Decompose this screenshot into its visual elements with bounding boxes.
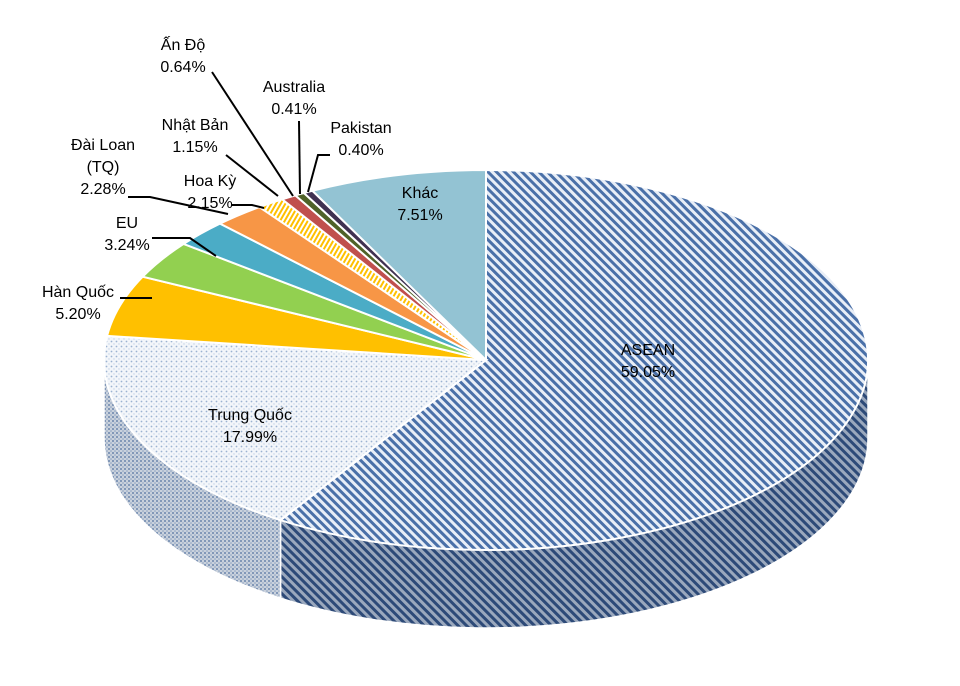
slice-label-eu: EU 3.24% xyxy=(104,215,149,254)
slice-label-pakistan: Pakistan 0.40% xyxy=(330,120,391,159)
slice-label-value: 0.41% xyxy=(271,101,316,118)
slice-label-value: 2.28% xyxy=(80,181,125,198)
leader-lines xyxy=(120,71,330,299)
pie-tops xyxy=(103,168,869,551)
leader-line-dai-loan-tq xyxy=(128,196,229,215)
slice-label-name: ASEAN xyxy=(621,342,675,359)
slice-label-name: Khác xyxy=(402,185,438,202)
slice-label-name: Hoa Kỳ xyxy=(184,173,236,190)
slice-label-name: Trung Quốc xyxy=(208,407,292,424)
slice-label-asean: ASEAN 59.05% xyxy=(621,342,675,381)
slice-label-value: 5.20% xyxy=(55,306,100,323)
slice-label-value: 7.51% xyxy=(397,207,442,224)
slice-label-value: 0.64% xyxy=(160,59,205,76)
pie-slice-trung-quoc xyxy=(103,334,489,522)
slice-label-an-do: Ấn Độ 0.64% xyxy=(160,35,205,76)
slice-label-name: Nhật Bản xyxy=(162,117,229,134)
slice-label-name: Hàn Quốc xyxy=(42,284,114,301)
slice-label-name: Australia xyxy=(263,79,325,96)
leader-line-nhat-ban xyxy=(225,154,279,197)
leader-line-pakistan xyxy=(307,154,330,193)
slice-label-australia: Australia 0.41% xyxy=(263,79,325,118)
slice-label-dai-loan-tq: Đài Loan (TQ) 2.28% xyxy=(71,137,135,198)
slice-label-name-line2: (TQ) xyxy=(87,159,120,176)
slice-label-value: 3.24% xyxy=(104,237,149,254)
leader-line-eu xyxy=(152,237,217,257)
slice-label-han-quoc: Hàn Quốc 5.20% xyxy=(42,284,114,323)
leader-line-australia xyxy=(298,120,301,195)
slice-label-name: EU xyxy=(116,215,138,232)
pie-slice-asean xyxy=(278,168,869,551)
slice-label-value: 17.99% xyxy=(223,429,277,446)
slice-label-trung-quoc: Trung Quốc 17.99% xyxy=(208,407,292,446)
slice-label-nhat-ban: Nhật Bản 1.15% xyxy=(162,117,229,156)
slice-label-name-line1: Đài Loan xyxy=(71,137,135,154)
slice-label-value: 0.40% xyxy=(338,142,383,159)
pie-slice-khac xyxy=(310,168,487,363)
slice-label-name: Ấn Độ xyxy=(161,35,206,54)
slice-label-name: Pakistan xyxy=(330,120,391,137)
slice-label-value: 2.15% xyxy=(187,195,232,212)
slice-label-hoa-ky: Hoa Kỳ 2.15% xyxy=(184,173,236,212)
slice-label-khac: Khác 7.51% xyxy=(397,185,442,224)
leader-line-an-do xyxy=(211,71,294,197)
slice-labels: ASEAN 59.05% Trung Quốc 17.99% Hàn Quốc 5.20%… xyxy=(42,35,675,446)
leader-line-hoa-ky xyxy=(232,204,265,209)
slice-label-value: 59.05% xyxy=(621,364,675,381)
slice-label-value: 1.15% xyxy=(172,139,217,156)
